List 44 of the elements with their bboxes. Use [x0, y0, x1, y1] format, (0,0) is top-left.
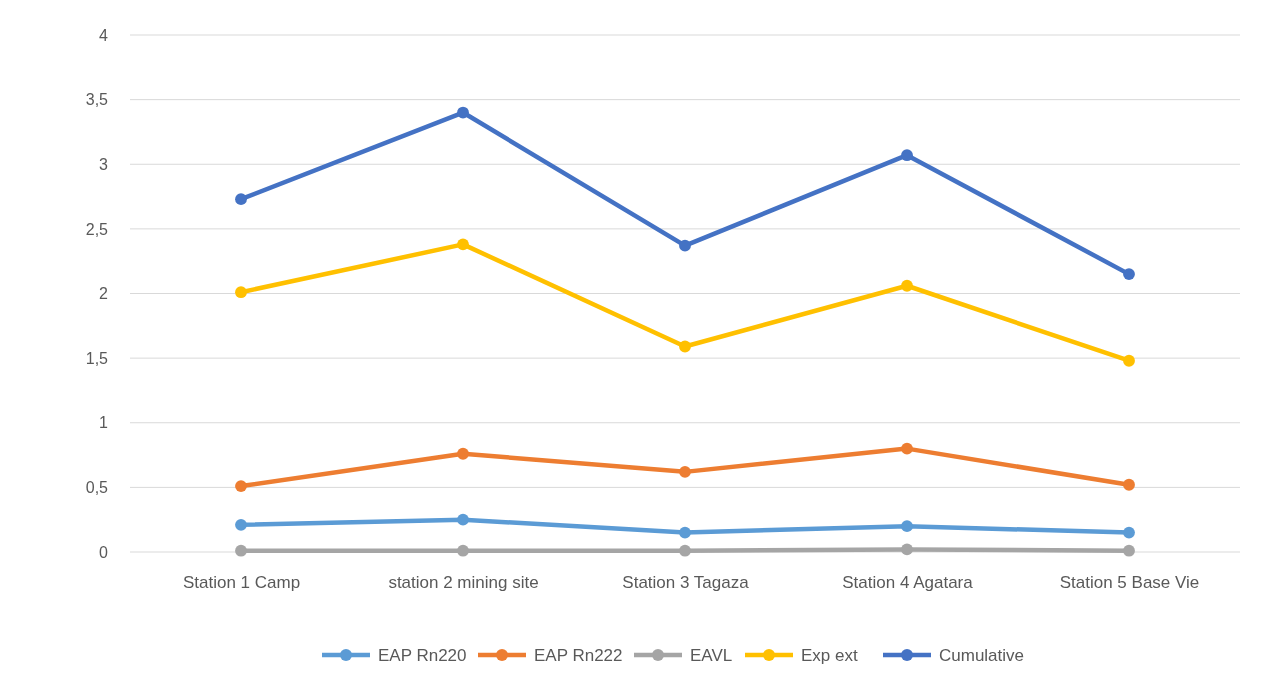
y-tick-label: 4: [99, 26, 109, 44]
point: [901, 543, 913, 556]
point: [457, 544, 469, 557]
point: [235, 193, 247, 206]
point: [457, 106, 469, 119]
x-tick-label: Station 5 Base Vie: [1059, 573, 1200, 593]
point: [901, 149, 913, 162]
point: [1123, 268, 1135, 281]
legend-label: EAP Rn220: [378, 645, 467, 665]
point: [679, 544, 691, 557]
point: [235, 480, 247, 492]
point: [679, 340, 691, 353]
point: [679, 465, 691, 478]
legend-label: EAP Rn222: [534, 645, 623, 665]
point: [901, 279, 913, 292]
y-tick-label: 2,5: [85, 220, 109, 238]
y-tick-label: 3: [99, 155, 109, 173]
legend-label: Exp ext: [801, 645, 858, 665]
point: [235, 286, 247, 299]
y-tick-label: 0,5: [85, 478, 109, 496]
legend-label: EAVL: [690, 645, 733, 665]
point: [1123, 526, 1135, 539]
y-tick-label: 3,5: [85, 91, 109, 109]
x-tick-label: Station 1 Camp: [182, 573, 301, 593]
point: [1123, 544, 1135, 557]
y-tick-label: 0: [99, 543, 109, 561]
point: [457, 238, 469, 251]
point: [1123, 478, 1135, 491]
legend-label: Cumulative: [939, 645, 1025, 665]
point: [679, 239, 691, 252]
point: [1123, 354, 1135, 367]
x-tick-label: station 2 mining site: [388, 573, 539, 593]
y-tick-label: 1,5: [85, 349, 109, 367]
x-tick-label: Station 4 Agatara: [842, 573, 974, 593]
point: [235, 518, 247, 531]
point: [235, 544, 247, 557]
point: [457, 513, 469, 526]
point: [901, 520, 913, 533]
point: [457, 447, 469, 460]
y-tick-label: 2: [99, 285, 109, 303]
y-tick-label: 1: [99, 414, 109, 432]
x-tick-label: Station 3 Tagaza: [622, 573, 750, 593]
point: [901, 442, 913, 455]
point: [679, 526, 691, 539]
